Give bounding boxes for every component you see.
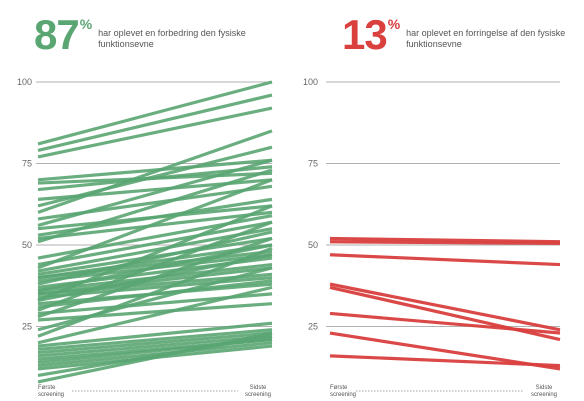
improvement-series-line-43 bbox=[37, 331, 273, 355]
worsening-header: 13 % har oplevet en forringelse af den f… bbox=[342, 14, 566, 56]
improvement-description: har oplevet en forbedring den fysiske fu… bbox=[98, 28, 246, 49]
improvement-series-line-34 bbox=[37, 220, 273, 312]
worsening-x-label-first: Første screening bbox=[330, 385, 356, 398]
improvement-series-line-2 bbox=[37, 106, 273, 159]
improvement-series-line-36 bbox=[37, 236, 273, 319]
improvement-tick-50: 50 bbox=[22, 240, 32, 250]
worsening-series-line-2 bbox=[329, 253, 561, 267]
improvement-series-line-10 bbox=[37, 158, 273, 227]
worsening-panel: 13 % har oplevet en forringelse af den f… bbox=[292, 0, 584, 401]
worsening-tick-25: 25 bbox=[308, 322, 318, 332]
improvement-series-line-42 bbox=[37, 328, 273, 351]
improvement-series-line-1 bbox=[37, 93, 273, 153]
improvement-tick-100: 100 bbox=[17, 77, 32, 87]
worsening-tick-100: 100 bbox=[303, 77, 318, 87]
worsening-x-label-last: Sidste screening bbox=[531, 385, 557, 398]
worsening-percentage: 13 bbox=[342, 11, 388, 58]
improvement-series-line-7 bbox=[37, 145, 273, 208]
improvement-tick-25: 25 bbox=[22, 322, 32, 332]
improvement-series-line-40 bbox=[37, 285, 273, 345]
improvement-series-line-47 bbox=[37, 341, 273, 368]
worsening-tick-50: 50 bbox=[308, 240, 318, 250]
worsening-tick-75: 75 bbox=[308, 159, 318, 169]
improvement-series-line-37 bbox=[37, 302, 273, 322]
improvement-series-line-50 bbox=[37, 331, 273, 384]
improvement-percentage: 87 bbox=[34, 11, 80, 58]
worsening-chart: 25 50 75 100 Første screening Sidste screening bbox=[303, 77, 561, 398]
worsening-series-line-5 bbox=[329, 311, 561, 335]
improvement-series-line-23 bbox=[37, 230, 273, 286]
improvement-percent-sign: % bbox=[79, 16, 93, 32]
improvement-series-line-30 bbox=[37, 204, 273, 302]
improvement-series-line-14 bbox=[37, 168, 273, 244]
improvement-series-line-8 bbox=[37, 129, 273, 214]
improvement-series-line-41 bbox=[37, 321, 273, 348]
improvement-series-line-39 bbox=[37, 246, 273, 338]
improvement-panel: 87 % har oplevet en forbedring den fysis… bbox=[17, 14, 273, 398]
worsening-series-line-7 bbox=[329, 354, 561, 368]
improvement-header: 87 % har oplevet en forbedring den fysis… bbox=[34, 14, 258, 56]
improvement-x-label-first: Første screening bbox=[38, 385, 64, 398]
improvement-series-line-16 bbox=[37, 220, 273, 267]
improvement-series-line-17 bbox=[37, 178, 273, 270]
improvement-tick-75: 75 bbox=[22, 159, 32, 169]
improvement-x-label-last: Sidste screening bbox=[245, 385, 271, 398]
worsening-series-line-4 bbox=[329, 285, 561, 342]
worsening-series-line-3 bbox=[329, 282, 561, 332]
improvement-series-line-38 bbox=[37, 266, 273, 332]
worsening-series-line-0 bbox=[329, 236, 561, 244]
worsening-series-line-1 bbox=[329, 240, 561, 245]
worsening-description: har oplevet en forringelse af den fysisk… bbox=[406, 28, 566, 49]
improvement-chart: 25 50 75 100 Første screening Sidste screening bbox=[17, 77, 273, 398]
improvement-series-line-0 bbox=[37, 80, 273, 146]
worsening-percent-sign: % bbox=[387, 16, 401, 32]
